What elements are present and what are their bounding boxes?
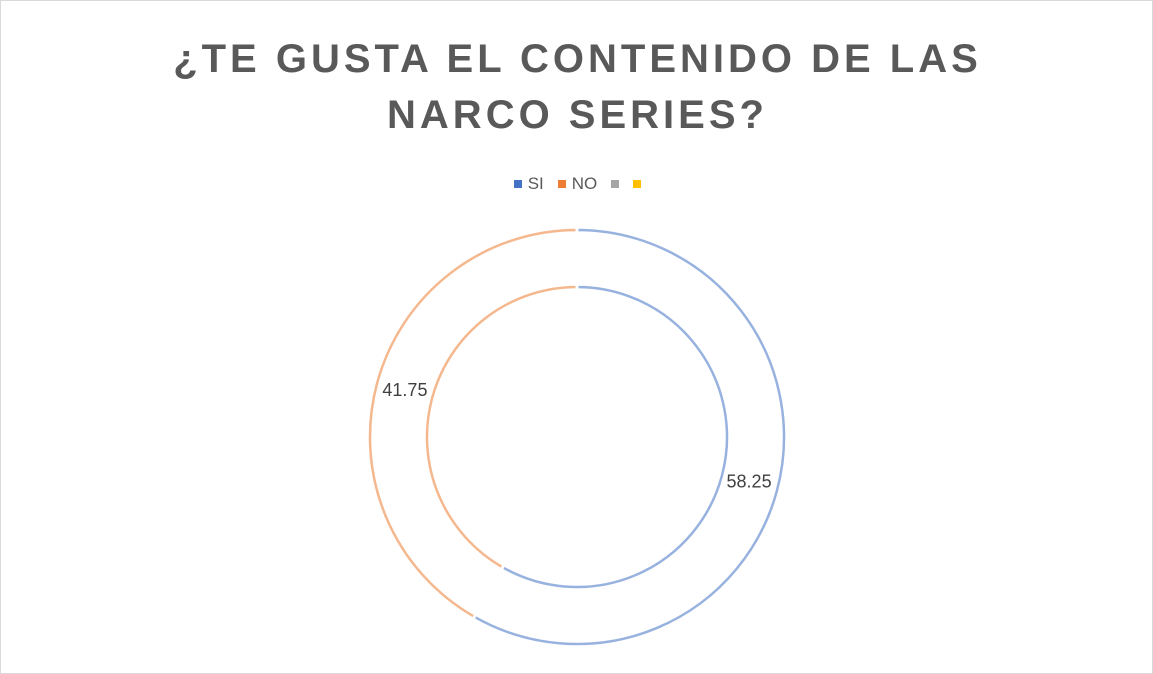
slice-separator [472,564,505,620]
legend-item: SI [513,173,544,195]
legend: SI NO [1,173,1153,195]
legend-item: NO [557,173,598,195]
legend-label: NO [571,174,598,193]
legend-swatch [633,180,642,188]
legend-item [611,173,620,195]
legend-swatch [513,180,522,188]
legend-label: SI [527,174,544,193]
legend-item [633,173,642,195]
data-label: 58.25 [727,471,772,491]
chart-title: ¿TE GUSTA EL CONTENIDO DE LAS NARCO SERI… [173,37,982,137]
legend-swatch [611,180,620,188]
legend-swatch [557,180,566,188]
doughnut-slice [368,228,579,619]
doughnut-slice [472,228,786,646]
data-label: 41.75 [382,380,427,400]
